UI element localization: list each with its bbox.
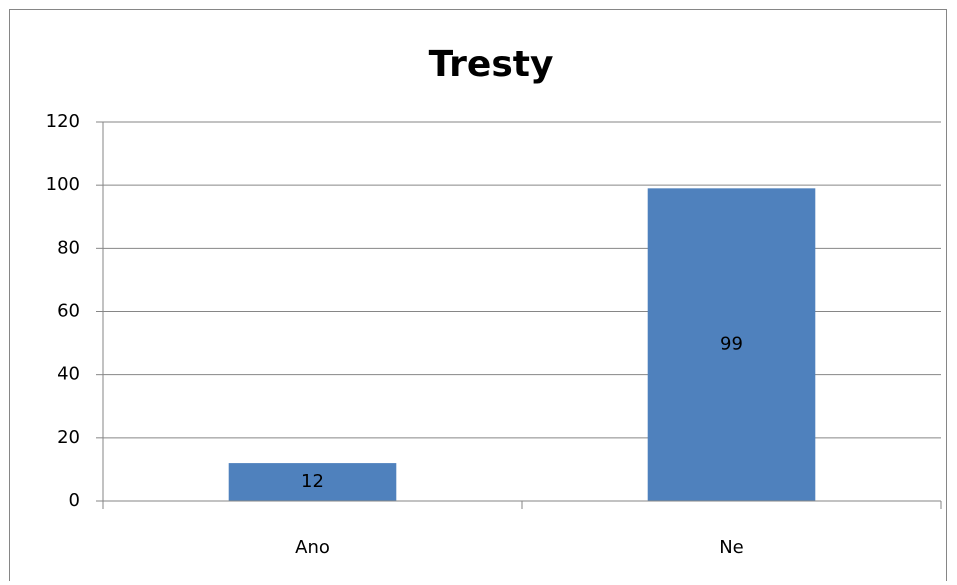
y-tick-label: 80 — [57, 237, 80, 258]
data-label: 12 — [301, 471, 324, 492]
bar — [647, 188, 816, 501]
y-tick-label: 120 — [46, 111, 80, 132]
y-tick-label: 60 — [57, 301, 80, 322]
chart-title: Tresty — [429, 44, 554, 85]
y-tick-label: 20 — [57, 427, 80, 448]
x-tick-label: Ne — [719, 537, 744, 558]
y-tick-label: 0 — [69, 490, 80, 511]
y-tick-label: 40 — [57, 364, 80, 385]
data-label: 99 — [720, 334, 743, 355]
bar — [228, 463, 397, 501]
x-tick-label: Ano — [295, 537, 330, 558]
y-tick-label: 100 — [46, 174, 80, 195]
